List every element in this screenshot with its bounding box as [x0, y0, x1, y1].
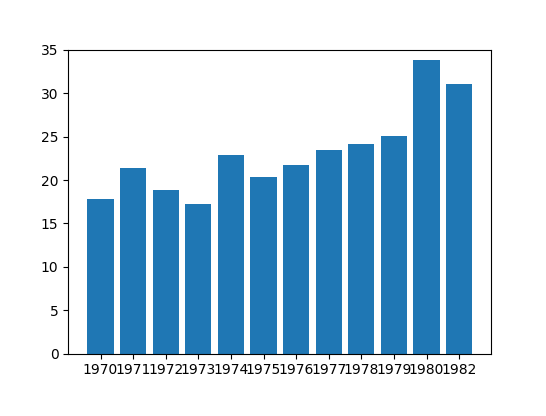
- Bar: [185, 204, 211, 354]
- Bar: [316, 150, 342, 354]
- Bar: [381, 136, 407, 354]
- Bar: [153, 190, 179, 354]
- Bar: [251, 178, 277, 354]
- Bar: [348, 144, 375, 354]
- Bar: [283, 165, 309, 354]
- Bar: [218, 155, 244, 354]
- Bar: [413, 60, 440, 354]
- Bar: [446, 84, 472, 354]
- Bar: [87, 199, 114, 354]
- Bar: [120, 168, 146, 354]
